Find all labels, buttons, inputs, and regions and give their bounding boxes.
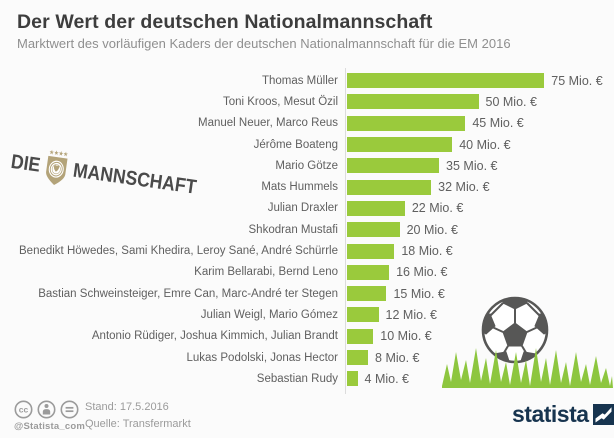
chart-row: Julian Weigl, Mario Gómez 12 Mio. € (0, 304, 614, 325)
bar-chart: Thomas Müller 75 Mio. € Toni Kroos, Mesu… (0, 70, 614, 389)
value-label: 32 Mio. € (438, 180, 490, 195)
value-bar (347, 328, 374, 344)
cc-icon: cc (14, 400, 33, 419)
source-block: Stand: 17.5.2016 Quelle: Transfermarkt (85, 399, 191, 433)
value-label: 40 Mio. € (459, 137, 511, 152)
chart-row: Karim Bellarabi, Bernd Leno 16 Mio. € (0, 262, 614, 283)
svg-text:cc: cc (19, 405, 29, 415)
value-label: 75 Mio. € (551, 73, 603, 88)
value-bar (347, 158, 440, 174)
chart-row: Mario Götze 35 Mio. € (0, 155, 614, 176)
chart-row: Bastian Schweinsteiger, Emre Can, Marc-A… (0, 283, 614, 304)
value-label: 50 Mio. € (485, 94, 537, 109)
value-label: 15 Mio. € (393, 286, 445, 301)
value-bar (347, 179, 432, 195)
statista-handle: @Statista_com (14, 421, 85, 432)
chart-row: Sebastian Rudy 4 Mio. € (0, 368, 614, 389)
chart-row: Manuel Neuer, Marco Reus 45 Mio. € (0, 113, 614, 134)
player-label: Benedikt Höwedes, Sami Khedira, Leroy Sa… (19, 245, 338, 258)
soccer-ball-illustration (442, 296, 613, 388)
value-bar (347, 94, 479, 110)
chart-row: Thomas Müller 75 Mio. € (0, 70, 614, 91)
dfb-crest-icon: ★★★★ (46, 149, 69, 186)
player-label: Bastian Schweinsteiger, Emre Can, Marc-A… (38, 287, 338, 300)
player-label: Julian Weigl, Mario Gómez (200, 308, 338, 321)
player-label: Mario Götze (275, 159, 338, 172)
source-line: Quelle: Transfermarkt (85, 418, 191, 430)
chart-row: Julian Draxler 22 Mio. € (0, 198, 614, 219)
player-label: Karim Bellarabi, Bernd Leno (194, 266, 338, 279)
stand-date: Stand: 17.5.2016 (85, 401, 169, 413)
value-label: 16 Mio. € (396, 265, 448, 280)
value-bar (347, 371, 358, 387)
value-bar (347, 115, 466, 131)
value-bar (347, 222, 400, 238)
value-label: 20 Mio. € (406, 222, 459, 237)
value-bar (347, 350, 369, 365)
attribution-icon (37, 400, 56, 419)
value-bar (347, 264, 390, 280)
player-label: Mats Hummels (261, 181, 338, 194)
value-label: 8 Mio. € (375, 350, 420, 365)
y-axis-line (345, 68, 346, 394)
player-label: Shkodran Mustafi (248, 223, 339, 236)
statista-mark-icon (592, 404, 614, 425)
statista-logo: statista (512, 401, 614, 428)
value-label: 12 Mio. € (385, 307, 437, 322)
die-mannschaft-logo: DIE ★★★★ MANNSCHAFT (8, 141, 199, 209)
player-label: Sebastian Rudy (256, 372, 338, 385)
value-label: 22 Mio. € (411, 201, 464, 216)
license-icons: cc (14, 400, 79, 419)
chart-row: Toni Kroos, Mesut Özil 50 Mio. € (0, 91, 614, 112)
chart-row: Shkodran Mustafi 20 Mio. € (0, 219, 614, 240)
value-label: 35 Mio. € (446, 158, 498, 173)
statista-wordmark: statista (512, 401, 589, 427)
player-label: Jérôme Boateng (253, 138, 338, 151)
value-bar (347, 200, 405, 216)
player-label: Toni Kroos, Mesut Özil (222, 95, 338, 108)
die-word: DIE (9, 150, 42, 177)
chart-row: Lukas Podolski, Jonas Hector 8 Mio. € (0, 347, 614, 368)
grass (442, 348, 613, 388)
value-label: 45 Mio. € (472, 116, 524, 131)
value-bar (347, 286, 387, 302)
player-label: Antonio Rüdiger, Joshua Kimmich, Julian … (91, 330, 338, 343)
mannschaft-word: MANNSCHAFT (71, 159, 198, 199)
player-label: Lukas Podolski, Jonas Hector (186, 351, 339, 364)
chart-row: Benedikt Höwedes, Sami Khedira, Leroy Sa… (0, 240, 614, 261)
value-bar (347, 73, 545, 89)
value-label: 10 Mio. € (380, 329, 432, 344)
value-label: 18 Mio. € (401, 244, 453, 259)
page-title: Der Wert der deutschen Nationalmannschaf… (17, 11, 433, 33)
chart-row: Jérôme Boateng 40 Mio. € (0, 134, 614, 155)
value-bar (347, 137, 453, 153)
chart-row: Mats Hummels 32 Mio. € (0, 176, 614, 197)
player-label: Manuel Neuer, Marco Reus (198, 117, 338, 130)
value-bar (347, 307, 379, 323)
no-derivatives-icon (60, 400, 79, 419)
value-label: 4 Mio. € (364, 371, 409, 386)
value-bar (347, 243, 395, 259)
player-label: Julian Draxler (267, 202, 338, 215)
page-subtitle: Marktwert des vorläufigen Kaders der deu… (17, 36, 511, 51)
svg-text:★★★★: ★★★★ (49, 149, 69, 159)
chart-row: Antonio Rüdiger, Joshua Kimmich, Julian … (0, 326, 614, 347)
player-label: Thomas Müller (261, 74, 338, 87)
